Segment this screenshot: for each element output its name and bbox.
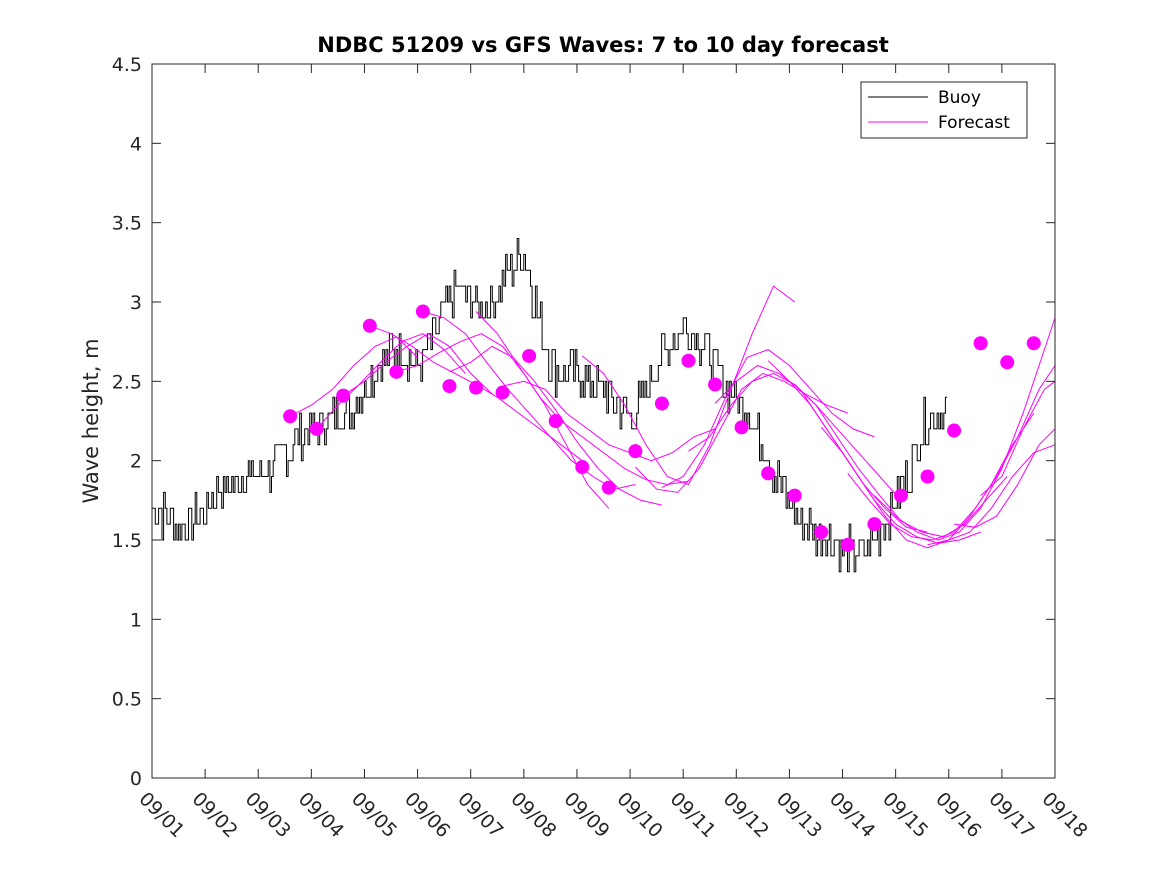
forecast-point <box>681 353 696 368</box>
y-tick-label: 2.5 <box>112 371 142 393</box>
axes <box>151 63 1056 779</box>
y-axis-label: Wave height, m <box>79 338 103 503</box>
forecast-point <box>495 385 510 400</box>
forecast-track-line <box>396 333 610 509</box>
plot-area <box>152 64 1055 778</box>
chart-title: NDBC 51209 vs GFS Waves: 7 to 10 day for… <box>317 33 888 57</box>
forecast-point <box>920 469 935 484</box>
forecast-tracks <box>289 285 1056 549</box>
legend-buoy-label: Buoy <box>938 88 981 108</box>
forecast-track-line <box>980 380 1056 496</box>
forecast-points <box>283 304 1041 552</box>
forecast-track-line <box>475 311 689 486</box>
legend: Buoy Forecast <box>860 81 1028 139</box>
legend-forecast-label: Forecast <box>938 113 1010 133</box>
y-tick-label: 2 <box>130 451 142 473</box>
forecast-track-line <box>927 444 1056 546</box>
forecast-point <box>442 379 457 394</box>
y-axis-ticks: 0 0.5 1 1.5 2 2.5 3 3.5 4 4.5 <box>112 54 1055 790</box>
forecast-point <box>283 409 298 424</box>
forecast-track-line <box>794 384 1008 538</box>
y-tick-label: 0 <box>130 768 142 790</box>
y-tick-label: 0.5 <box>112 689 142 711</box>
y-tick-label: 3 <box>130 292 142 314</box>
y-tick-label: 4 <box>130 133 142 155</box>
forecast-point <box>628 444 643 459</box>
forecast-point <box>947 423 962 438</box>
forecast-point <box>1000 355 1015 370</box>
forecast-point <box>893 488 908 503</box>
forecast-track-line <box>449 345 663 506</box>
forecast-point <box>814 525 829 540</box>
forecast-point <box>654 396 669 411</box>
forecast-point <box>734 420 749 435</box>
forecast-track-line <box>422 311 636 490</box>
legend-box <box>860 81 1028 139</box>
forecast-point <box>362 318 377 333</box>
forecast-point <box>1026 336 1041 351</box>
forecast-point <box>575 460 590 475</box>
forecast-point <box>469 380 484 395</box>
forecast-track-line <box>820 412 1035 549</box>
forecast-point <box>761 466 776 481</box>
buoy-line <box>152 238 948 573</box>
y-tick-label: 3.5 <box>112 213 142 235</box>
forecast-point <box>973 336 988 351</box>
forecast-track-line <box>342 333 493 397</box>
y-tick-label: 1.5 <box>112 530 142 552</box>
forecast-track-line <box>581 285 796 486</box>
forecast-point <box>415 304 430 319</box>
forecast-track-line <box>954 428 1056 528</box>
forecast-point <box>389 364 404 379</box>
forecast-track-line <box>635 372 848 493</box>
forecast-point <box>336 388 351 403</box>
forecast-point <box>522 348 537 363</box>
buoy-series <box>152 238 948 573</box>
y-tick-label: 1 <box>130 609 142 631</box>
forecast-point <box>867 517 882 532</box>
forecast-point <box>708 377 723 392</box>
forecast-point <box>309 421 324 436</box>
forecast-track-line <box>502 380 716 462</box>
forecast-track-line <box>874 317 1056 541</box>
plot-frame <box>151 63 1056 779</box>
forecast-point <box>840 537 855 552</box>
forecast-track-line <box>661 349 875 489</box>
forecast-track-line <box>847 365 1056 541</box>
forecast-point <box>548 414 563 428</box>
y-tick-label: 4.5 <box>112 54 142 76</box>
forecast-point <box>601 480 616 495</box>
forecast-point <box>787 488 802 503</box>
